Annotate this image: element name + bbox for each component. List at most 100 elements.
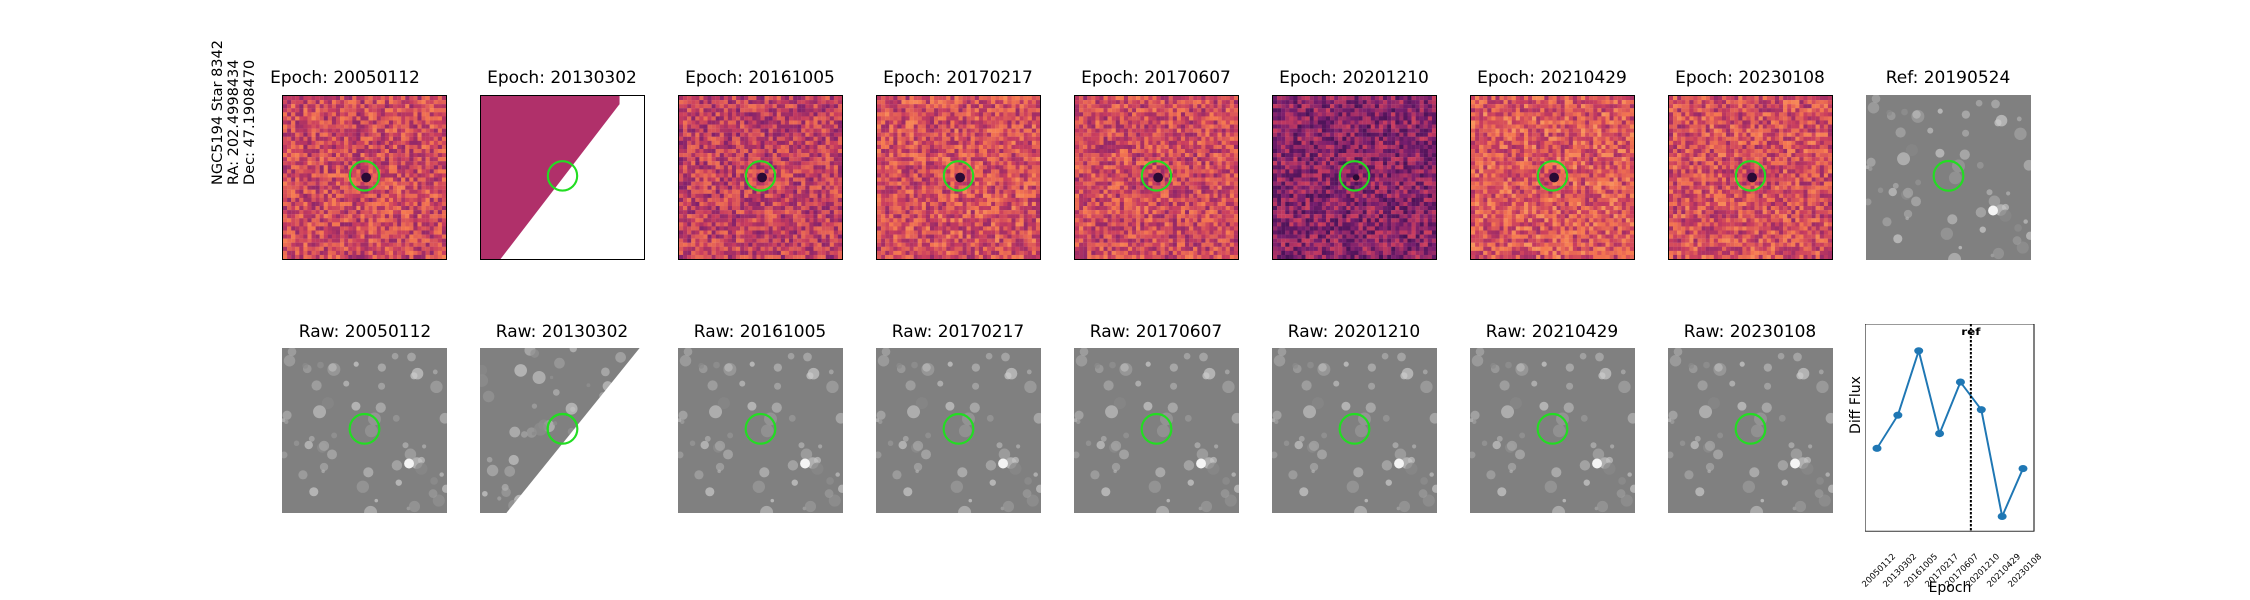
diff-pixel bbox=[772, 140, 777, 146]
diff-pixel bbox=[687, 173, 692, 178]
diff-pixel bbox=[789, 128, 794, 133]
diff-pixel bbox=[413, 197, 418, 203]
diff-pixel bbox=[813, 197, 818, 203]
diff-pixel bbox=[356, 153, 361, 158]
diff-pixel bbox=[425, 100, 430, 105]
diff-pixel bbox=[299, 238, 304, 243]
diff-pixel bbox=[893, 238, 898, 243]
diff-pixel bbox=[1031, 201, 1037, 207]
diff-pixel bbox=[897, 153, 902, 158]
diff-pixel bbox=[736, 230, 741, 235]
diff-pixel bbox=[909, 173, 914, 178]
diff-pixel bbox=[789, 177, 794, 182]
diff-pixel bbox=[999, 153, 1004, 158]
diff-pixel bbox=[889, 128, 894, 133]
diff-pixel bbox=[1193, 108, 1198, 113]
diff-pixel bbox=[905, 120, 910, 125]
diff-pixel bbox=[388, 201, 394, 207]
diff-pixel bbox=[756, 254, 761, 259]
diff-pixel bbox=[311, 181, 316, 186]
diff-pixel bbox=[1111, 96, 1116, 101]
diff-pixel bbox=[303, 234, 308, 239]
diff-pixel bbox=[740, 132, 745, 137]
diff-pixel bbox=[388, 120, 394, 125]
diff-pixel bbox=[691, 157, 696, 162]
diff-pixel bbox=[764, 250, 769, 256]
diff-pixel bbox=[780, 173, 786, 178]
diff-pixel bbox=[409, 100, 414, 105]
diff-pixel bbox=[897, 116, 902, 121]
diff-pixel bbox=[954, 189, 959, 194]
diff-pixel bbox=[1031, 128, 1037, 133]
diff-pixel bbox=[731, 250, 737, 256]
diff-pixel bbox=[1035, 165, 1040, 170]
diff-pixel bbox=[376, 116, 381, 121]
diff-pixel bbox=[372, 108, 377, 113]
diff-pixel bbox=[987, 108, 992, 113]
diff-pixel bbox=[925, 214, 931, 219]
diff-pixel bbox=[1019, 201, 1024, 207]
diff-pixel bbox=[764, 254, 769, 259]
diff-pixel bbox=[384, 246, 390, 252]
diff-pixel bbox=[954, 104, 959, 109]
diff-pixel bbox=[833, 246, 839, 252]
diff-pixel bbox=[283, 157, 288, 162]
diff-pixel bbox=[740, 189, 745, 194]
diff-pixel bbox=[1027, 136, 1033, 141]
diff-pixel bbox=[837, 148, 842, 154]
diff-pixel bbox=[829, 157, 835, 162]
diff-pixel bbox=[744, 230, 749, 235]
diff-pixel bbox=[388, 181, 394, 186]
diff-pixel bbox=[829, 181, 835, 186]
diff-pixel bbox=[929, 112, 935, 117]
diff-pixel bbox=[881, 96, 886, 101]
diff-pixel bbox=[966, 140, 971, 146]
diff-pixel bbox=[954, 108, 959, 113]
diff-pixel bbox=[715, 96, 720, 101]
diff-pixel bbox=[393, 148, 398, 154]
diff-pixel bbox=[897, 100, 902, 105]
diff-pixel bbox=[1031, 108, 1037, 113]
diff-pixel bbox=[991, 230, 996, 235]
diff-pixel bbox=[384, 169, 390, 174]
diff-pixel bbox=[897, 165, 902, 170]
diff-pixel bbox=[421, 234, 426, 239]
diff-pixel bbox=[825, 120, 830, 125]
diff-pixel bbox=[889, 218, 894, 223]
diff-pixel bbox=[760, 197, 765, 203]
diff-pixel bbox=[719, 246, 724, 252]
diff-pixel bbox=[881, 120, 886, 125]
diff-pixel bbox=[1007, 214, 1012, 219]
diff-pixel bbox=[1221, 100, 1226, 105]
diff-pixel bbox=[340, 181, 345, 186]
diff-pixel bbox=[413, 250, 418, 256]
diff-pixel bbox=[1027, 144, 1033, 150]
diff-pixel bbox=[974, 173, 980, 178]
diff-pixel bbox=[921, 218, 927, 223]
diff-pixel bbox=[348, 136, 353, 141]
diff-pixel bbox=[1019, 136, 1024, 141]
diff-pixel bbox=[950, 96, 955, 101]
diff-pixel bbox=[380, 206, 386, 211]
diff-pixel bbox=[970, 165, 975, 170]
diff-pixel bbox=[1015, 230, 1020, 235]
diff-pixel bbox=[372, 124, 377, 129]
diff-pixel bbox=[913, 206, 918, 211]
diff-pixel bbox=[881, 250, 886, 256]
diff-pixel bbox=[703, 181, 708, 186]
diff-pixel bbox=[327, 140, 333, 146]
diff-pixel bbox=[991, 173, 996, 178]
diff-pixel bbox=[356, 169, 361, 174]
diff-pixel bbox=[801, 112, 806, 117]
diff-pixel bbox=[723, 242, 729, 247]
diff-pixel bbox=[287, 96, 292, 101]
diff-pixel bbox=[1011, 124, 1016, 129]
diff-pixel bbox=[295, 108, 300, 113]
diff-pixel bbox=[1209, 100, 1214, 105]
diff-pixel bbox=[913, 197, 918, 203]
diff-pixel bbox=[731, 230, 737, 235]
diff-pixel bbox=[372, 193, 377, 199]
diff-pixel bbox=[1144, 100, 1149, 105]
diff-pixel bbox=[703, 104, 708, 109]
diff-pixel bbox=[723, 165, 729, 170]
